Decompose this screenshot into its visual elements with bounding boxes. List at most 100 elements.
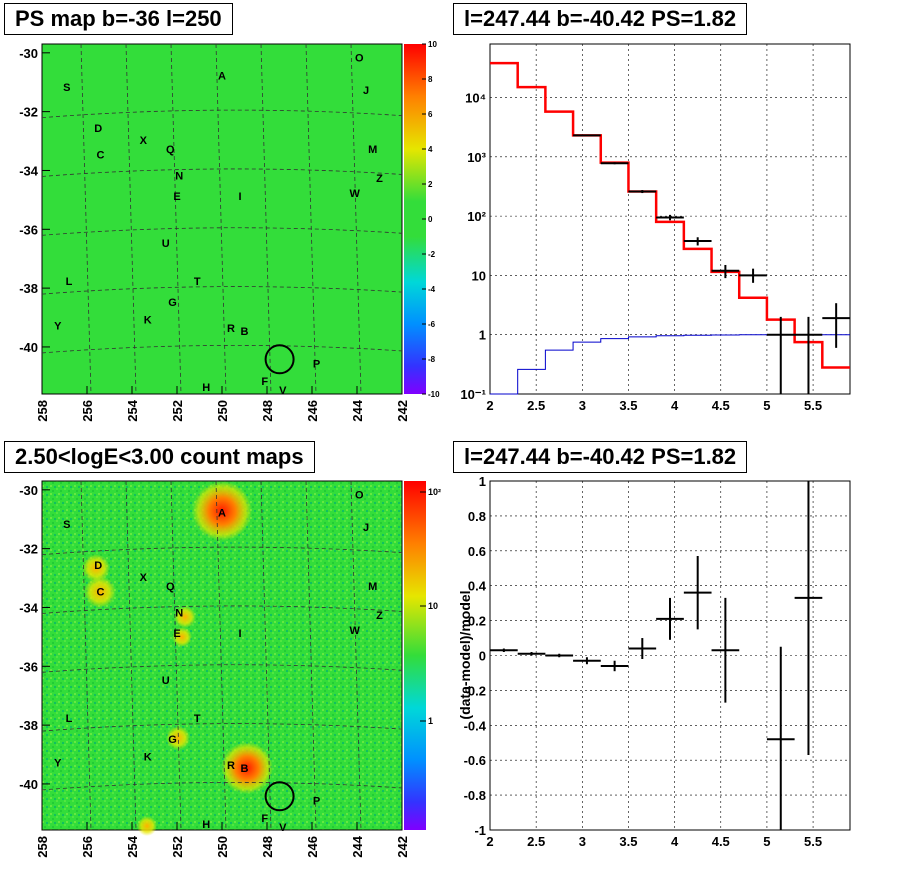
source-label: A [218,70,226,82]
x-tick-label: 2 [486,834,493,849]
source-label: R [227,323,235,335]
x-tick-label: 4.5 [712,398,730,413]
source-label: N [175,170,183,182]
colorbar-tick-label: 10 [428,601,438,611]
source-label: G [168,734,177,746]
y-tick-label: -30 [19,483,38,498]
y-tick-label: 10 [472,268,486,283]
source-label: W [350,625,361,637]
map-grid-line-lon [80,43,92,395]
source-label: S [63,519,70,531]
map-grid-line-lon [350,480,362,831]
map-grid-line-lon [305,480,317,831]
source-label: H [202,819,210,831]
colorbar-tick-label: 4 [428,145,433,154]
colorbar-tick-label: -4 [428,285,436,294]
y-tick-label: 10³ [467,150,486,165]
colorbar-tick-label: -2 [428,250,436,259]
x-tick-label: 242 [395,400,410,422]
y-tick-label: -32 [19,105,38,120]
ps-map-grid [41,43,403,395]
count-map-grid [41,480,403,831]
y-tick-label: 0.8 [468,509,486,524]
map-grid-line-lon [350,43,362,395]
source-label: M [368,144,377,156]
x-tick-label: 246 [305,400,320,422]
spectrum-title: l=247.44 b=-40.42 PS=1.82 [453,3,748,35]
x-tick-label: 254 [125,835,140,857]
y-tick-label: -32 [19,542,38,557]
source-label: O [355,490,364,502]
map-grid-line-lon [125,480,137,831]
map-grid-line-lon [80,480,92,831]
ps-colorbar-ticks: 10 8 6 4 2 0 -2 -4 -6 -8 -10 [422,40,440,399]
source-label: K [144,314,152,326]
colorbar-tick-label: 1 [428,716,433,726]
colorbar-tick-label: -10 [428,390,440,399]
y-tick-label: -34 [19,163,39,178]
map-grid-line-lon [260,43,272,395]
source-blob-b [221,742,273,794]
colorbar-tick-label: -6 [428,320,436,329]
source-label: I [238,628,241,640]
count-map-title: 2.50<logE<3.00 count maps [4,441,315,473]
source-label: A [218,507,226,519]
ps-map-source-labels: A O S J D X Q C M N Z W E I U T L G K Y R B P F H V [54,53,383,397]
colorbar-tick-label: 2 [428,180,433,189]
colorbar-tick-label: -8 [428,355,436,364]
source-label: X [140,572,148,584]
map-grid-line-lon [125,43,137,395]
y-tick-label: -40 [19,340,38,355]
y-tick-label: -36 [19,222,38,237]
source-label: C [97,150,105,162]
spectrum-ticks: 2 2.5 3 3.5 4 4.5 5 5.5 10⁻¹ 1 10 10² 10³ 10⁴ [460,91,822,413]
source-label: Q [166,581,175,593]
count-source-circle [264,781,295,812]
source-label: V [279,385,287,397]
map-grid-line-lon [215,480,227,831]
y-tick-label: -36 [19,659,38,674]
x-tick-label: 248 [260,836,275,858]
background-histogram [490,334,850,395]
source-label: L [66,276,73,288]
x-tick-label: 5 [763,398,770,413]
x-tick-label: 5 [763,834,770,849]
source-label: Z [376,173,383,185]
source-blob-a [192,481,252,541]
y-tick-label: -38 [19,718,38,733]
source-blob-n [174,606,196,628]
source-label: T [194,276,201,288]
x-tick-label: 5.5 [804,834,822,849]
y-tick-label: 0.6 [468,544,486,559]
source-label: D [94,123,102,135]
x-tick-label: 252 [170,400,185,422]
x-tick-label: 4.5 [712,834,730,849]
ps-map-axis-ticks: 258 256 254 252 250 248 246 244 242 -30 -32 -34 -36 -… [19,46,410,422]
x-tick-label: 2 [486,398,493,413]
residual-grid [489,480,850,831]
source-blob-h [137,816,157,836]
source-label: D [94,560,102,572]
residual-title: l=247.44 b=-40.42 PS=1.82 [453,441,748,473]
x-tick-label: 3.5 [619,398,637,413]
x-tick-label: 248 [260,400,275,422]
x-tick-label: 256 [80,400,95,422]
x-tick-label: 242 [395,836,410,858]
x-tick-label: 4 [671,398,679,413]
map-grid-line-lon [305,43,317,395]
map-grid-line-lon [260,480,272,831]
model-histogram [490,61,850,369]
x-tick-label: 258 [35,836,50,858]
y-tick-label: 0 [479,649,486,664]
source-label: P [313,796,320,808]
source-label: T [194,713,201,725]
count-colorbar [404,481,426,830]
x-tick-label: 254 [125,399,140,421]
y-tick-label: 10⁻¹ [460,387,486,402]
source-label: N [175,607,183,619]
source-label: O [355,53,364,65]
source-label: W [350,188,361,200]
source-blob-c [84,576,116,608]
